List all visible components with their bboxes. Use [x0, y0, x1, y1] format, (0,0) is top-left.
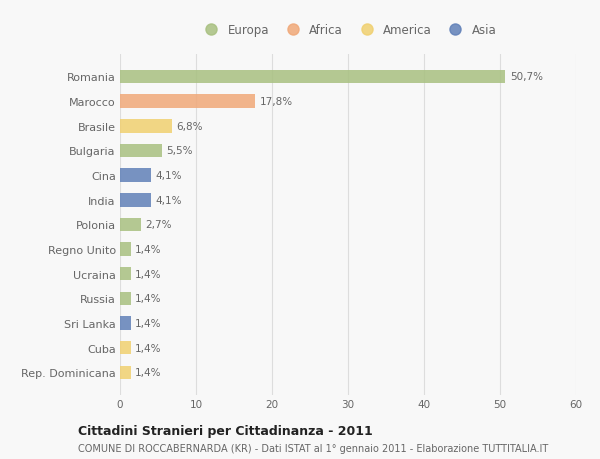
Bar: [120, 243, 131, 256]
Bar: [120, 366, 131, 379]
Text: 2,7%: 2,7%: [145, 220, 172, 230]
Text: 4,1%: 4,1%: [156, 196, 182, 205]
Text: 1,4%: 1,4%: [135, 294, 162, 304]
Text: 1,4%: 1,4%: [135, 368, 162, 377]
Legend: Europa, Africa, America, Asia: Europa, Africa, America, Asia: [199, 23, 497, 37]
Text: 1,4%: 1,4%: [135, 319, 162, 328]
Text: 1,4%: 1,4%: [135, 343, 162, 353]
Bar: [120, 292, 131, 306]
Text: Cittadini Stranieri per Cittadinanza - 2011: Cittadini Stranieri per Cittadinanza - 2…: [78, 424, 373, 437]
Text: 17,8%: 17,8%: [260, 97, 293, 107]
Bar: [120, 194, 151, 207]
Text: 1,4%: 1,4%: [135, 245, 162, 254]
Text: 1,4%: 1,4%: [135, 269, 162, 279]
Text: 50,7%: 50,7%: [510, 73, 543, 82]
Bar: [120, 71, 505, 84]
Text: 4,1%: 4,1%: [156, 171, 182, 181]
Text: 6,8%: 6,8%: [176, 122, 203, 131]
Bar: [120, 317, 131, 330]
Bar: [120, 267, 131, 281]
Text: 5,5%: 5,5%: [166, 146, 193, 156]
Bar: [120, 341, 131, 355]
Bar: [120, 218, 140, 232]
Text: COMUNE DI ROCCABERNARDA (KR) - Dati ISTAT al 1° gennaio 2011 - Elaborazione TUTT: COMUNE DI ROCCABERNARDA (KR) - Dati ISTA…: [78, 443, 548, 453]
Bar: [120, 95, 255, 109]
Bar: [120, 169, 151, 183]
Bar: [120, 120, 172, 133]
Bar: [120, 144, 162, 158]
